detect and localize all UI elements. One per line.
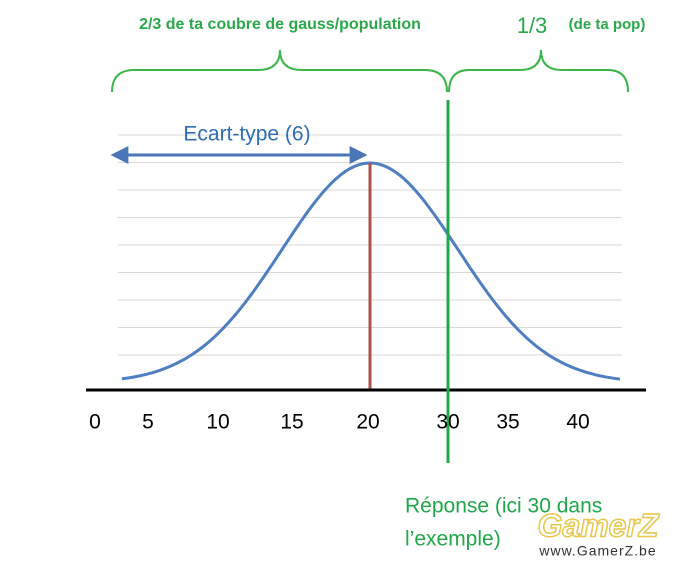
axis-label: 40 xyxy=(566,411,589,434)
top-right-sub: (de ta pop) xyxy=(569,16,646,33)
std-label: Ecart-type (6) xyxy=(183,123,310,146)
top-right-label: 1/3 xyxy=(517,13,548,38)
axis-label: 5 xyxy=(142,411,154,434)
right-brace xyxy=(448,49,629,93)
axis-label: 30 xyxy=(436,411,459,434)
axis-label: 20 xyxy=(356,411,379,434)
top-left-label: 2/3 de ta coubre de gauss/population xyxy=(139,16,421,33)
axis-label: 10 xyxy=(206,411,229,434)
axis-labels: 0 5 10 15 20 30 35 40 xyxy=(89,411,590,434)
answer-label: l’exemple) xyxy=(405,528,501,551)
axis-label: 35 xyxy=(496,411,519,434)
answer-label: Réponse (ici 30 dans xyxy=(405,495,602,518)
axis-label: 15 xyxy=(280,411,303,434)
left-brace xyxy=(111,49,448,93)
watermark-url: www.GamerZ.be xyxy=(538,543,656,559)
axis-label: 0 xyxy=(89,411,101,434)
watermark: GamerZ xyxy=(538,507,660,543)
